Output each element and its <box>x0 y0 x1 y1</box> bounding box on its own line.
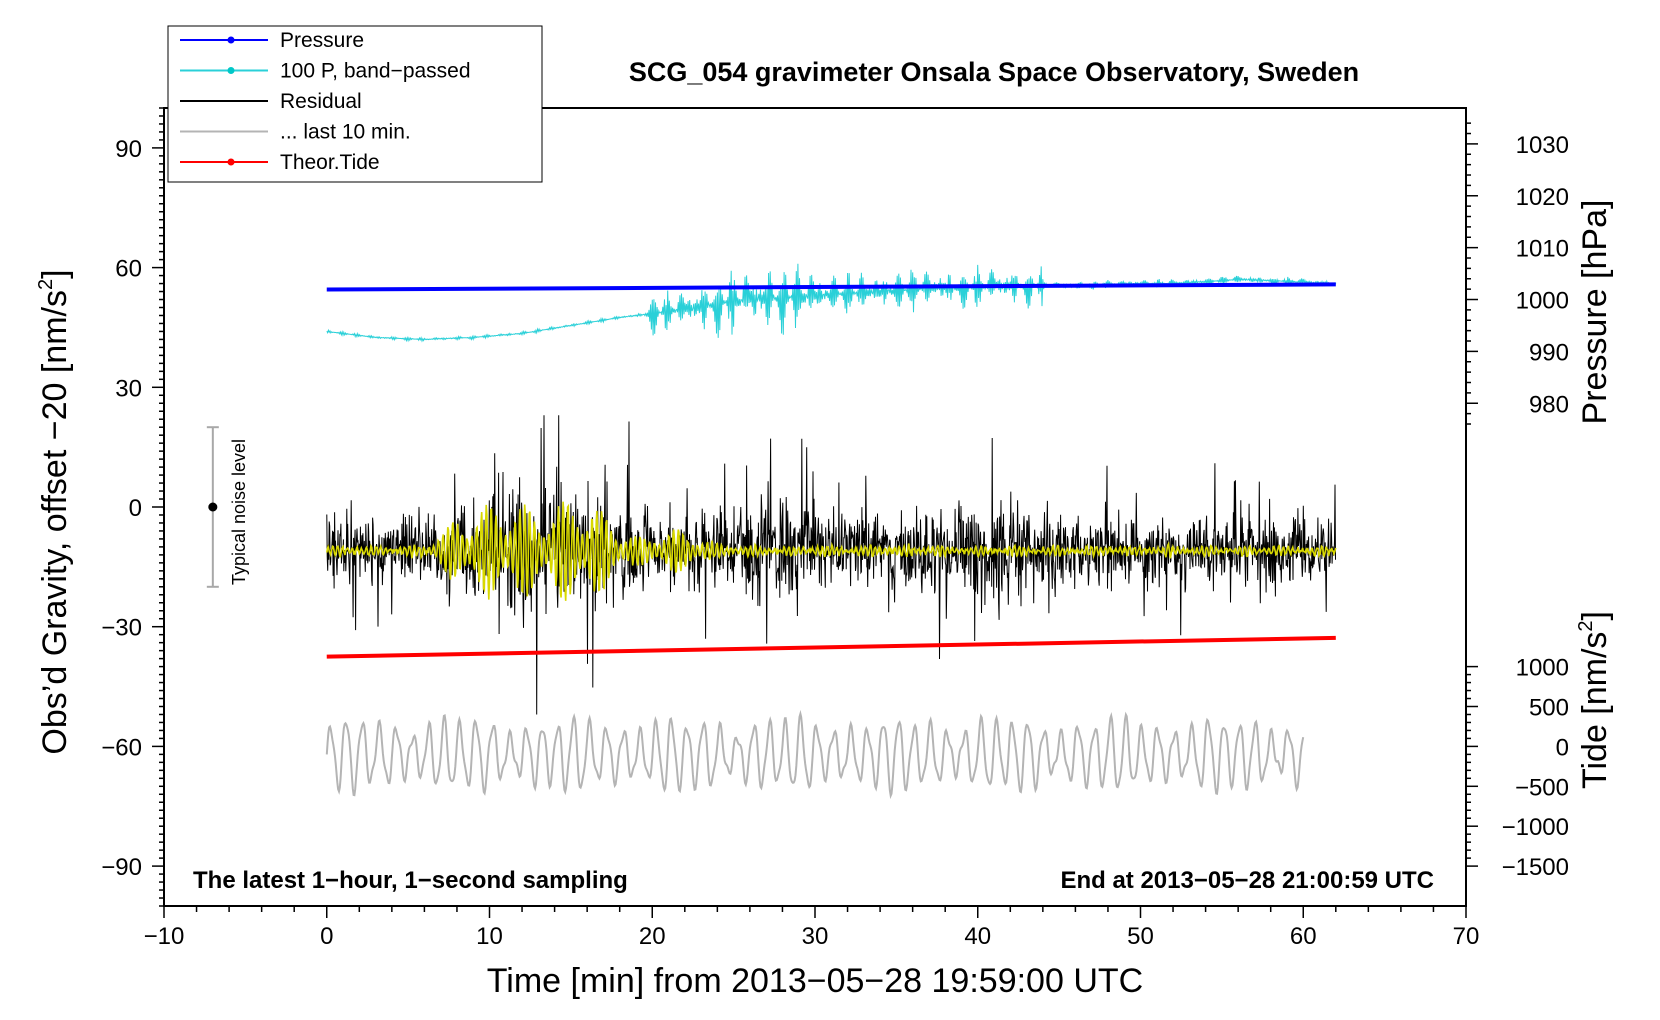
pressure-tick-label: 1030 <box>1516 132 1569 159</box>
tide-tick-label: −1000 <box>1502 814 1569 841</box>
y-axis-tide-title: Tide [nm/s2] <box>1575 611 1614 789</box>
x-tick-label: 10 <box>476 923 503 950</box>
legend-label: Theor.Tide <box>280 151 380 174</box>
y-axis-pressure-title: Pressure [hPa] <box>1576 200 1614 425</box>
legend-swatch-marker <box>227 67 235 74</box>
x-tick-label: 0 <box>320 923 333 950</box>
y-left-tick-label: 0 <box>129 495 142 522</box>
x-tick-label: 20 <box>639 923 666 950</box>
tide-tick-label: −1500 <box>1502 854 1569 881</box>
pressure-tick-label: 1010 <box>1516 236 1569 263</box>
chart-title: SCG_054 gravimeter Onsala Space Observat… <box>629 57 1359 87</box>
tide-tick-label: 1000 <box>1516 655 1569 682</box>
y-left-tick-label: 60 <box>115 256 142 283</box>
pressure-tick-label: 980 <box>1529 391 1569 418</box>
noise-bar-center-dot <box>208 502 218 512</box>
series-layer <box>325 263 1337 800</box>
y-left-tick-label: 90 <box>115 136 142 163</box>
legend-label: Pressure <box>280 29 364 52</box>
note-right: End at 2013−05−28 21:00:59 UTC <box>1060 867 1434 894</box>
x-tick-label: 40 <box>964 923 991 950</box>
series-last10-line <box>325 709 1305 800</box>
tide-tick-label: 0 <box>1556 734 1569 761</box>
legend-swatch-marker <box>227 158 235 166</box>
tide-tick-label: −500 <box>1515 774 1569 801</box>
pressure-tick-label: 990 <box>1529 339 1569 366</box>
x-tick-label: 60 <box>1290 923 1317 950</box>
series-residual-filtered-line <box>326 501 1337 601</box>
x-tick-label: 50 <box>1127 923 1154 950</box>
y-axis-left-title-sup: 2 <box>35 279 57 290</box>
legend-box <box>167 25 543 183</box>
x-tick-label: −10 <box>144 923 185 950</box>
y-left-tick-label: −60 <box>101 734 142 761</box>
x-axis-title: Time [min] from 2013−05−28 19:59:00 UTC <box>487 962 1143 1000</box>
y-left-tick-label: −30 <box>101 615 142 642</box>
y-axis-left-title-end: ] <box>36 269 74 278</box>
ticks-layer: −10 0 10 20 30 40 50 60 709060300−30−60−90103010… <box>101 107 1569 950</box>
legend-label: ... last 10 min. <box>280 121 411 144</box>
series-tide-line <box>326 635 1336 659</box>
y-axis-tide-title-end: ] <box>1576 611 1614 620</box>
legend-label: Residual <box>280 90 362 113</box>
y-left-tick-label: 30 <box>115 375 142 402</box>
tide-tick-label: 500 <box>1529 695 1569 722</box>
legend: Pressure 100 P, band−passed Residual ... la… <box>167 25 543 183</box>
series-pressure-line <box>326 282 1336 292</box>
y-axis-left-title: Obs’d Gravity, offset −20 [nm/s2] <box>35 269 74 754</box>
legend-swatch-marker <box>227 36 235 44</box>
noise-label: Typical noise level <box>229 439 249 585</box>
note-left: The latest 1−hour, 1−second sampling <box>193 867 628 894</box>
x-tick-label: 70 <box>1453 923 1480 950</box>
noise-bar <box>206 426 219 588</box>
y-axis-tide-title-sup: 2 <box>1575 620 1597 631</box>
y-left-tick-label: −90 <box>101 854 142 881</box>
y-axis-left-title-main: Obs’d Gravity, offset −20 [nm/s <box>36 290 74 755</box>
legend-label: 100 P, band−passed <box>280 60 471 83</box>
x-tick-label: 30 <box>802 923 829 950</box>
pressure-tick-label: 1020 <box>1516 184 1569 211</box>
pressure-tick-label: 1000 <box>1516 288 1569 315</box>
y-axis-tide-title-main: Tide [nm/s <box>1576 632 1614 789</box>
